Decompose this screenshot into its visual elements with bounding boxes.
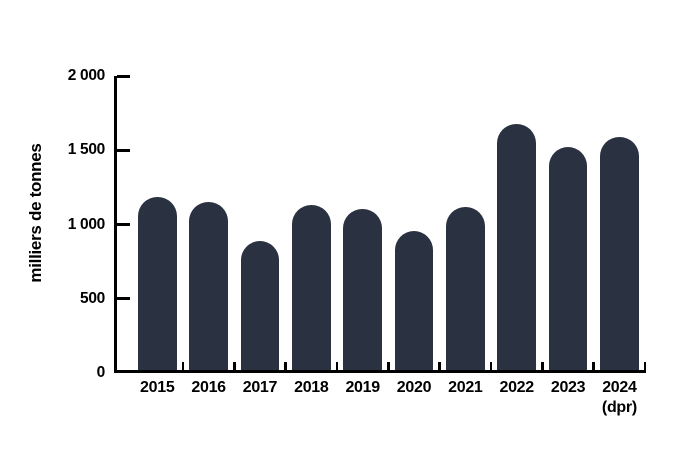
y-tick-mark [117,223,130,226]
x-tick-mark [181,362,185,370]
x-tick-mark [541,362,544,370]
y-tick-label: 1 500 [67,141,106,159]
x-label-2024: 2024 (dpr) [601,379,637,416]
y-tick-mark [117,148,130,152]
x-tick-mark [643,362,647,370]
bar-2021 [446,206,485,373]
y-tick-label: 2 000 [67,67,106,84]
x-label-2020: 2020 [396,379,432,396]
x-label-2017: 2017 [242,379,278,396]
y-tick-mark [117,297,130,301]
x-tick-mark [335,362,339,370]
x-label-2016: 2016 [191,379,226,396]
bar-2022 [497,123,536,373]
x-tick-mark [438,362,441,370]
y-tick-label: 500 [80,289,105,307]
y-axis-title: milliers de tonnes [26,143,45,283]
bar-2020 [394,231,434,373]
x-axis-line [114,370,646,373]
bar-2019 [343,208,382,373]
y-tick-label: 1 000 [67,215,106,233]
x-tick-mark [489,362,493,370]
x-tick-mark [592,362,595,370]
x-tick-mark [284,362,287,370]
x-label-2015: 2015 [140,379,175,396]
bar-2018 [292,205,331,373]
bar-2015 [138,197,177,373]
x-label-2023: 2023 [550,379,586,396]
y-tick-mark [117,74,130,78]
x-tick-mark [233,362,236,370]
x-label-2018: 2018 [294,379,329,396]
x-label-2022: 2022 [499,379,534,396]
bar-2016 [189,202,228,373]
bar-2017 [240,240,280,373]
bar-2023 [548,147,588,373]
y-tick-label: 0 [96,364,106,381]
y-axis-line [114,76,117,373]
x-label-2019: 2019 [345,379,380,396]
x-tick-mark [387,362,390,370]
bar-2024 [600,136,639,373]
x-label-2021: 2021 [448,379,483,396]
